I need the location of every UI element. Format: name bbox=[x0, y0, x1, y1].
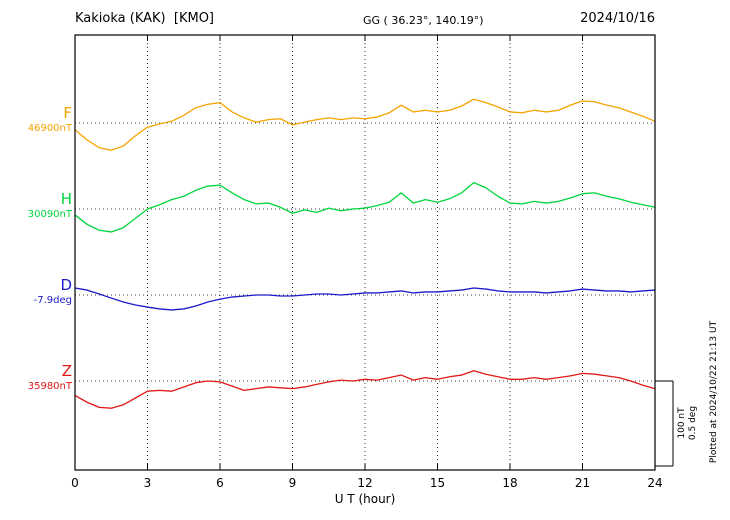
svg-text:0: 0 bbox=[71, 476, 79, 490]
svg-text:6: 6 bbox=[216, 476, 224, 490]
series-baseline-f: 46900nT bbox=[27, 123, 72, 134]
svg-text:21: 21 bbox=[575, 476, 590, 490]
scale-bar-deg: 0.5 deg bbox=[688, 405, 698, 441]
series-letter-z: Z bbox=[61, 362, 72, 380]
series-label-f: F 46900nT bbox=[27, 104, 72, 135]
station-title: Kakioka (KAK) [KMO] bbox=[75, 11, 214, 26]
scale-bar-label: 100 nT 0.5 deg bbox=[677, 383, 699, 463]
series-letter-d: D bbox=[60, 276, 72, 294]
geographic-coordinates: GG ( 36.23°, 140.19°) bbox=[363, 14, 484, 27]
series-label-z: Z 35980nT bbox=[27, 362, 72, 393]
series-letter-f: F bbox=[63, 104, 72, 122]
series-baseline-z: 35980nT bbox=[27, 381, 72, 392]
svg-text:15: 15 bbox=[430, 476, 445, 490]
series-label-h: H 30090nT bbox=[27, 190, 72, 221]
series-baseline-d: -7.9deg bbox=[33, 295, 72, 306]
plotted-at-stamp: Plotted at 2024/10/22 21:13 UT bbox=[709, 320, 719, 464]
series-label-d: D -7.9deg bbox=[33, 276, 72, 307]
series-letter-h: H bbox=[60, 190, 72, 208]
svg-text:24: 24 bbox=[647, 476, 662, 490]
observation-date: 2024/10/16 bbox=[580, 11, 655, 26]
svg-text:9: 9 bbox=[289, 476, 297, 490]
svg-text:3: 3 bbox=[144, 476, 152, 490]
scale-bar-nt: 100 nT bbox=[677, 407, 687, 439]
series-baseline-h: 30090nT bbox=[27, 209, 72, 220]
svg-text:12: 12 bbox=[357, 476, 372, 490]
svg-text:18: 18 bbox=[502, 476, 517, 490]
x-axis-label: U T (hour) bbox=[334, 492, 396, 506]
